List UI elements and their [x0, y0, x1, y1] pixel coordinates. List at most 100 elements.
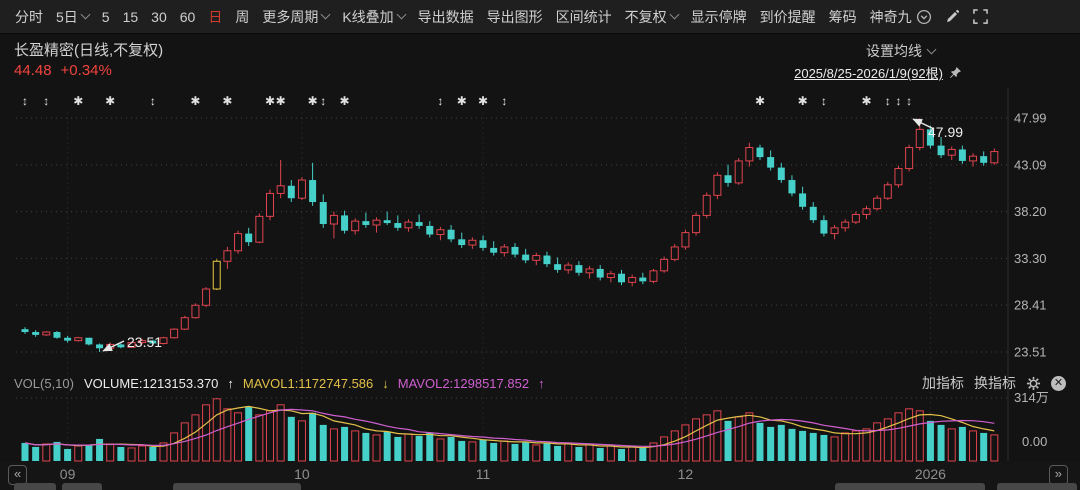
- candle: [149, 339, 157, 346]
- volume-bar: [681, 424, 690, 462]
- time-axis-label: 09: [59, 466, 76, 482]
- toolbar-item-label: 区间统计: [555, 8, 612, 25]
- scroll-right-button[interactable]: »: [1048, 465, 1068, 485]
- candle: [585, 266, 594, 279]
- candle: [522, 248, 530, 264]
- volume-bar: [362, 432, 370, 461]
- event-marker-icon[interactable]: ↕: [320, 94, 326, 108]
- toolbar-item-draw[interactable]: [945, 9, 960, 24]
- event-marker-icon[interactable]: ↕: [821, 94, 827, 108]
- candle: [329, 211, 338, 239]
- candlestick-series: [21, 118, 999, 352]
- pin-icon[interactable]: [948, 66, 962, 80]
- toolbar-item-kline-overlay[interactable]: K线叠加: [342, 7, 407, 27]
- price-axis-label: 23.51: [1014, 345, 1047, 360]
- date-range-control[interactable]: 2025/8/25-2026/1/9(92根): [794, 63, 962, 82]
- event-marker-icon[interactable]: ↕: [22, 94, 28, 108]
- volume-bar: [159, 442, 168, 462]
- event-marker-icon[interactable]: ✱: [222, 94, 232, 108]
- toolbar-item-chips[interactable]: 筹码: [829, 7, 857, 27]
- toolbar-item-timeshare[interactable]: 分时: [15, 7, 43, 27]
- toolbar-item-export-data[interactable]: 导出数据: [418, 7, 474, 27]
- candle: [319, 194, 327, 228]
- circle-caret-down-icon[interactable]: [916, 9, 932, 25]
- toolbar-item-export-image[interactable]: 导出图形: [487, 7, 543, 27]
- toolbar-item-5day[interactable]: 5日: [56, 7, 91, 27]
- volume-bar: [404, 433, 413, 462]
- toolbar-item-price-alert[interactable]: 到价提醒: [760, 7, 816, 27]
- candle: [990, 148, 999, 165]
- switch-indicator-button[interactable]: 换指标: [974, 375, 1016, 391]
- event-marker-icon[interactable]: ✱: [190, 94, 200, 108]
- event-marker-icon[interactable]: ✱: [798, 94, 808, 108]
- event-marker-icon[interactable]: ✱: [755, 94, 765, 108]
- volume-bar: [245, 406, 253, 461]
- caret-down-icon: [80, 9, 91, 20]
- event-marker-icon[interactable]: ✱: [265, 94, 275, 108]
- fullscreen-icon[interactable]: [972, 9, 988, 24]
- volume-bar: [458, 440, 466, 461]
- date-range-label[interactable]: 2025/8/25-2026/1/9(92根): [794, 66, 943, 81]
- event-marker-icon[interactable]: ↕: [895, 94, 901, 108]
- scrollbar-segment[interactable]: [997, 483, 1077, 490]
- scroll-left-button[interactable]: «: [8, 465, 28, 485]
- toolbar-item-min60[interactable]: 60: [180, 9, 196, 25]
- scrollbar-segment[interactable]: [62, 483, 102, 490]
- event-marker-icon[interactable]: ✱: [340, 94, 350, 108]
- volume-bar: [479, 439, 487, 461]
- volume-bar: [490, 442, 498, 461]
- event-marker-icon[interactable]: ↕: [906, 94, 912, 108]
- toolbar-item-more-periods[interactable]: 更多周期: [262, 7, 331, 27]
- volume-indicator-header: VOL(5,10) VOLUME:1213153.370 ↑ MAVOL1:1172…: [14, 373, 1066, 393]
- event-marker-icon[interactable]: ↕: [43, 94, 49, 108]
- event-marker-icon[interactable]: ↕: [437, 94, 443, 108]
- toolbar-item-magic-nine[interactable]: 神奇九: [870, 7, 932, 27]
- event-marker-icon[interactable]: ✱: [276, 94, 286, 108]
- volume-bar: [606, 445, 615, 462]
- mavol1-line: [24, 405, 995, 449]
- event-marker-icon[interactable]: ✱: [457, 94, 467, 108]
- event-marker-icon[interactable]: ↕: [150, 94, 156, 108]
- toolbar-item-range-stats[interactable]: 区间统计: [556, 7, 612, 27]
- candle: [234, 230, 243, 254]
- ma-settings-button[interactable]: 设置均线: [866, 41, 937, 61]
- candle: [554, 257, 562, 273]
- volume-bar: [809, 432, 817, 461]
- toolbar-item-no-adjust[interactable]: 不复权: [625, 7, 680, 27]
- event-marker-icon[interactable]: ↕: [501, 94, 507, 108]
- volume-bar: [649, 442, 658, 462]
- candle: [937, 137, 945, 159]
- event-marker-icon[interactable]: ✱: [861, 94, 871, 108]
- candle: [436, 226, 445, 241]
- toolbar-item-daily[interactable]: 日: [208, 7, 222, 27]
- scrollbar-segment[interactable]: [14, 483, 56, 490]
- close-circle-icon[interactable]: ✕: [1051, 375, 1066, 391]
- event-marker-icon[interactable]: ✱: [73, 94, 83, 108]
- last-price: 44.48: [14, 62, 52, 79]
- event-marker-icon[interactable]: ✱: [105, 94, 115, 108]
- volume-bar: [394, 436, 402, 461]
- toolbar-item-min5[interactable]: 5: [102, 9, 110, 25]
- volume-bar: [830, 436, 839, 462]
- candle: [532, 252, 541, 266]
- candle: [309, 162, 317, 206]
- indicator-value: ↑: [227, 375, 234, 391]
- brush-icon[interactable]: [945, 9, 960, 24]
- event-marker-icon[interactable]: ↕: [885, 94, 891, 108]
- gear-icon[interactable]: [1026, 376, 1041, 391]
- volume-bar: [234, 412, 243, 462]
- add-indicator-button[interactable]: 加指标: [922, 375, 964, 391]
- scrollbar-segment[interactable]: [173, 483, 301, 490]
- toolbar-item-fullscreen[interactable]: [972, 9, 988, 24]
- candle: [670, 244, 679, 262]
- scrollbar-segment[interactable]: [835, 483, 985, 490]
- toolbar-item-min15[interactable]: 15: [123, 9, 139, 25]
- toolbar-item-show-suspended[interactable]: 显示停牌: [691, 7, 747, 27]
- event-marker-icon[interactable]: ✱: [478, 94, 488, 108]
- volume-bar: [585, 444, 594, 462]
- event-marker-icon[interactable]: ✱: [308, 94, 318, 108]
- toolbar-item-weekly[interactable]: 周: [235, 7, 249, 27]
- candle: [894, 165, 903, 188]
- toolbar-item-min30[interactable]: 30: [151, 9, 167, 25]
